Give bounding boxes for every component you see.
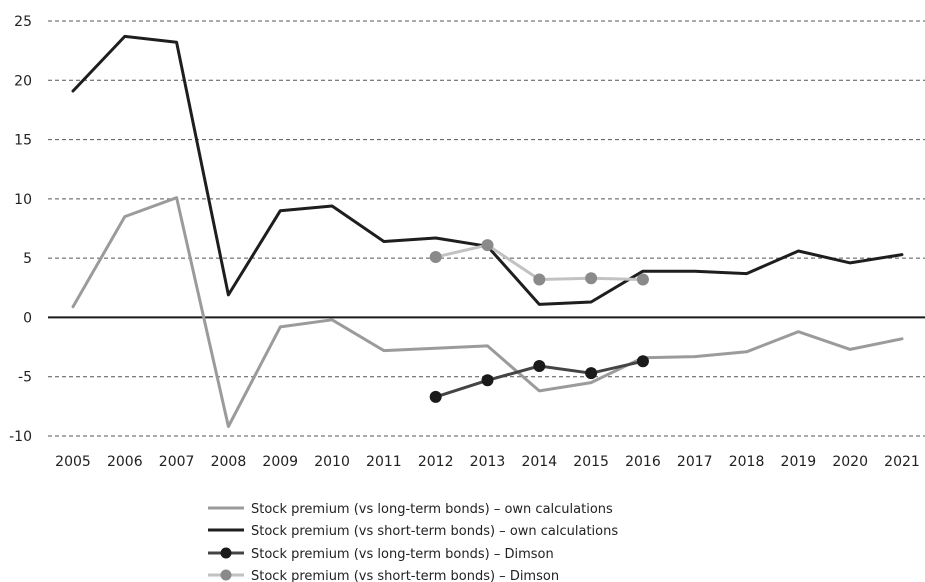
data-point-series-4 (429, 250, 442, 263)
x-tick-label: 2020 (832, 454, 868, 470)
legend-item-2: Stock premium (vs short-term bonds) – ow… (208, 524, 618, 539)
x-tick-label: 2012 (418, 454, 454, 470)
x-tick-label: 2013 (470, 454, 506, 470)
y-tick-label: -10 (9, 429, 32, 445)
x-tick-label: 2015 (573, 454, 609, 470)
series-line-2 (71, 34, 904, 306)
y-tick-label: 0 (23, 310, 32, 326)
legend-label: Stock premium (vs long-term bonds) – own… (251, 502, 613, 517)
data-point-series-4 (481, 239, 494, 252)
x-tick-label: 2018 (729, 454, 765, 470)
legend-item-1: Stock premium (vs long-term bonds) – own… (208, 502, 613, 517)
series-lines (71, 34, 904, 428)
data-point-series-3 (429, 390, 442, 403)
legend: Stock premium (vs long-term bonds) – own… (208, 502, 618, 582)
legend-item-4: Stock premium (vs short-term bonds) – Di… (208, 569, 559, 582)
legend-label: Stock premium (vs long-term bonds) – Dim… (251, 547, 554, 562)
y-axis-ticks: -10 -5 0 5 10 15 20 25 (9, 14, 32, 445)
x-tick-label: 2008 (211, 454, 247, 470)
x-tick-label: 2007 (159, 454, 195, 470)
y-tick-label: 25 (14, 14, 32, 30)
y-tick-label: 10 (14, 192, 32, 208)
data-point-series-4 (585, 272, 598, 285)
x-tick-label: 2017 (677, 454, 713, 470)
legend-item-3: Stock premium (vs long-term bonds) – Dim… (208, 547, 554, 562)
y-tick-label: -5 (18, 370, 32, 386)
data-point-series-4 (533, 273, 546, 286)
data-point-series-3 (533, 360, 546, 373)
x-tick-label: 2016 (625, 454, 661, 470)
series-line-1 (71, 196, 904, 428)
y-tick-label: 15 (14, 133, 32, 149)
x-tick-label: 2005 (55, 454, 91, 470)
series-markers (429, 239, 649, 403)
x-tick-label: 2021 (884, 454, 920, 470)
data-point-series-3 (481, 374, 494, 387)
x-tick-label: 2010 (314, 454, 350, 470)
data-point-series-3 (585, 367, 598, 380)
legend-marker (220, 547, 232, 559)
y-tick-label: 5 (23, 251, 32, 267)
y-tick-label: 20 (14, 73, 32, 89)
x-tick-label: 2011 (366, 454, 402, 470)
data-point-series-4 (636, 273, 649, 286)
legend-label: Stock premium (vs short-term bonds) – ow… (251, 524, 618, 539)
data-point-series-3 (636, 355, 649, 368)
grid-lines (48, 20, 925, 437)
legend-label: Stock premium (vs short-term bonds) – Di… (251, 569, 559, 582)
x-axis-ticks: 2005 2006 2007 2008 2009 2010 2011 2012 2013 2014… (55, 454, 920, 470)
x-tick-label: 2006 (107, 454, 143, 470)
x-tick-label: 2014 (521, 454, 557, 470)
x-tick-label: 2019 (781, 454, 817, 470)
x-tick-label: 2009 (262, 454, 298, 470)
legend-marker (220, 569, 232, 581)
